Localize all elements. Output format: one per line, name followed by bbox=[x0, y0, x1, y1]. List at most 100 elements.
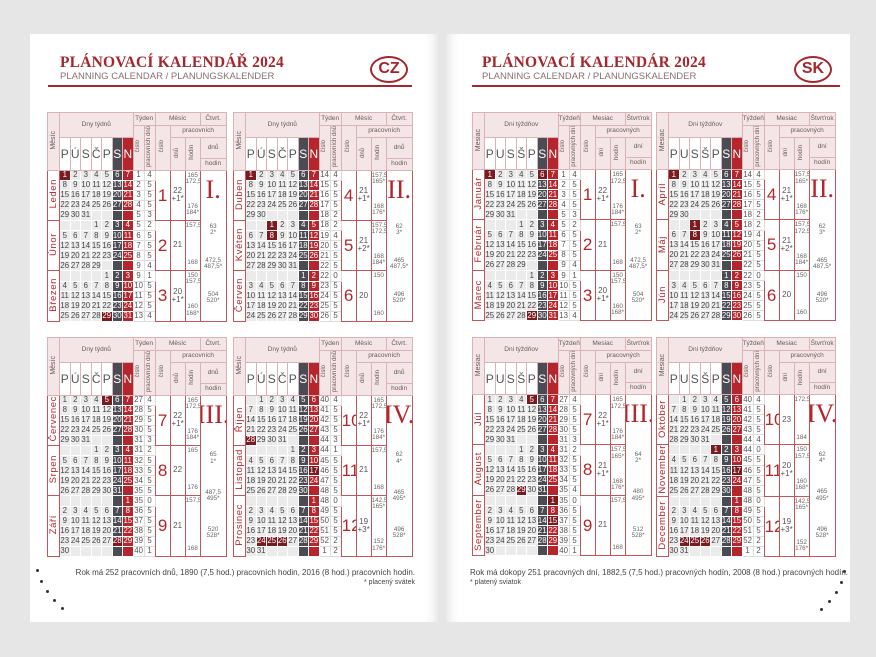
month-number-header: číslo bbox=[763, 124, 780, 171]
days-value: 22 bbox=[173, 465, 183, 475]
day-cell: 3 bbox=[689, 169, 701, 181]
day-cell: 4 bbox=[245, 455, 257, 467]
day-cell: 21 bbox=[287, 300, 299, 312]
day-cell: 8 bbox=[245, 179, 257, 191]
day-cell: 24 bbox=[668, 310, 680, 322]
day-cell: 29 bbox=[710, 485, 722, 497]
day-cell: 17 bbox=[731, 464, 743, 477]
week-row: 14 15 16 17 18 19 20 42 5 bbox=[657, 414, 836, 426]
day-cell: 25 bbox=[484, 310, 496, 322]
week-working-days-header: pracovných dní bbox=[568, 349, 581, 396]
week-number: 23 bbox=[318, 280, 331, 292]
week-row: 22 23 24 25 26 27 28 4 5 bbox=[48, 199, 227, 211]
quarter-block: Měsíc Dny týdnů Týden Měsíc Čtvrt. číslo praco… bbox=[47, 337, 227, 557]
day-cell: 31 bbox=[699, 434, 711, 446]
weekday-letter: Š bbox=[515, 361, 527, 396]
label: číslo bbox=[345, 140, 352, 153]
week-number: 9 bbox=[132, 270, 145, 282]
v: 472,5 bbox=[205, 256, 221, 264]
week-working-days: 5 bbox=[143, 250, 156, 262]
header-row: číslo pracovných dní číslo pracovných bbox=[473, 349, 652, 396]
day-cell: 27 bbox=[276, 310, 288, 322]
weekday-letter: S bbox=[505, 361, 517, 396]
month-name: Prosinec bbox=[233, 495, 246, 557]
day-cell: 13 bbox=[287, 515, 299, 527]
day-cell: 4 bbox=[505, 505, 517, 517]
week-working-days: 5 bbox=[143, 535, 156, 547]
v: 160 bbox=[796, 309, 807, 317]
week-number: 34 bbox=[557, 474, 570, 486]
week-number: 44 bbox=[741, 434, 754, 446]
footnote: * platený sviatok bbox=[470, 579, 521, 586]
header-row: Mesiac Dni týždňov Týždeň Mesiac Štvrťrok bbox=[656, 111, 836, 171]
week-number-header: číslo bbox=[318, 350, 331, 396]
month-days-header: dnů bbox=[169, 137, 186, 171]
week-row: 8 9 10 11 12 13 14 2 5 bbox=[48, 179, 227, 191]
day-cell: 24 bbox=[80, 424, 92, 436]
day-cell: 17 bbox=[69, 525, 81, 537]
label: dní bbox=[783, 148, 790, 157]
day-cell: 24 bbox=[80, 199, 92, 211]
day-cell: 18 bbox=[710, 414, 722, 426]
v: 528* bbox=[631, 531, 645, 539]
hours-8: 168 176* bbox=[795, 203, 808, 217]
v: 176 bbox=[187, 484, 198, 492]
week-working-days: 1 bbox=[143, 545, 156, 557]
day-cell: 21 bbox=[505, 249, 517, 261]
v: 150 bbox=[373, 272, 384, 280]
day-cell: 25 bbox=[505, 535, 517, 547]
day-cell: 24 bbox=[678, 535, 690, 547]
day-cell: 24 bbox=[689, 199, 701, 211]
day-cell: 11 bbox=[59, 290, 71, 302]
day-cell: 18 bbox=[547, 239, 559, 251]
week-row: 9 10 11 12 13 14 15 37 5 bbox=[473, 515, 652, 527]
weekday-letter: S bbox=[689, 136, 701, 171]
day-cell bbox=[720, 434, 732, 446]
day-cell: 22 bbox=[255, 424, 267, 436]
v: 465 bbox=[816, 256, 828, 264]
day-cell: 26 bbox=[90, 535, 102, 547]
v: 487,5 bbox=[205, 488, 221, 496]
month-working-hours: 150 160 bbox=[793, 269, 810, 322]
day-cell: 6 bbox=[536, 169, 548, 181]
month-column-header: Měsíc bbox=[233, 112, 246, 171]
day-cell: 30 bbox=[266, 434, 278, 446]
quarter-days-header: dní bbox=[624, 361, 652, 384]
day-cell: 22 bbox=[59, 199, 71, 211]
days-value: 22 bbox=[173, 186, 183, 196]
day-cell: 29 bbox=[308, 535, 320, 547]
month-number: 11 bbox=[763, 444, 780, 497]
day-cell: 16 bbox=[266, 414, 278, 426]
week-number: 39 bbox=[132, 535, 145, 547]
week-number-header: číslo bbox=[318, 125, 331, 171]
quarter-hours-75: 472,5 487,5* bbox=[629, 257, 647, 271]
day-cell: 29 bbox=[689, 259, 701, 271]
day-cell: 29 bbox=[122, 535, 134, 547]
day-cell: 16 bbox=[276, 240, 288, 252]
v: 4* bbox=[396, 457, 403, 465]
day-cell: 10 bbox=[505, 404, 517, 416]
week-row: 5 6 7 8 9 10 11 32 5 bbox=[473, 454, 652, 466]
day-cell: 22 bbox=[547, 525, 559, 537]
week-header: Týždeň bbox=[557, 337, 581, 351]
day-cell: 2 bbox=[484, 505, 496, 517]
day-cell: 29 bbox=[59, 209, 71, 221]
day-cell: 20 bbox=[494, 249, 506, 261]
month-number-header: číslo bbox=[579, 349, 596, 396]
week-number-header: číslo bbox=[557, 349, 570, 396]
day-cell: 3 bbox=[266, 169, 278, 181]
v: 172,5* bbox=[610, 177, 624, 185]
week-number: 6 bbox=[557, 229, 570, 241]
day-cell: 25 bbox=[720, 249, 732, 261]
day-cell: 11 bbox=[547, 454, 559, 466]
day-cell: 18 bbox=[515, 414, 527, 426]
day-cell bbox=[678, 269, 690, 282]
month-number: 10 bbox=[763, 394, 780, 446]
day-cell bbox=[245, 444, 257, 457]
day-cell: 5 bbox=[255, 455, 267, 467]
month-name: Jún bbox=[656, 269, 669, 322]
day-cell: 24 bbox=[245, 310, 257, 322]
